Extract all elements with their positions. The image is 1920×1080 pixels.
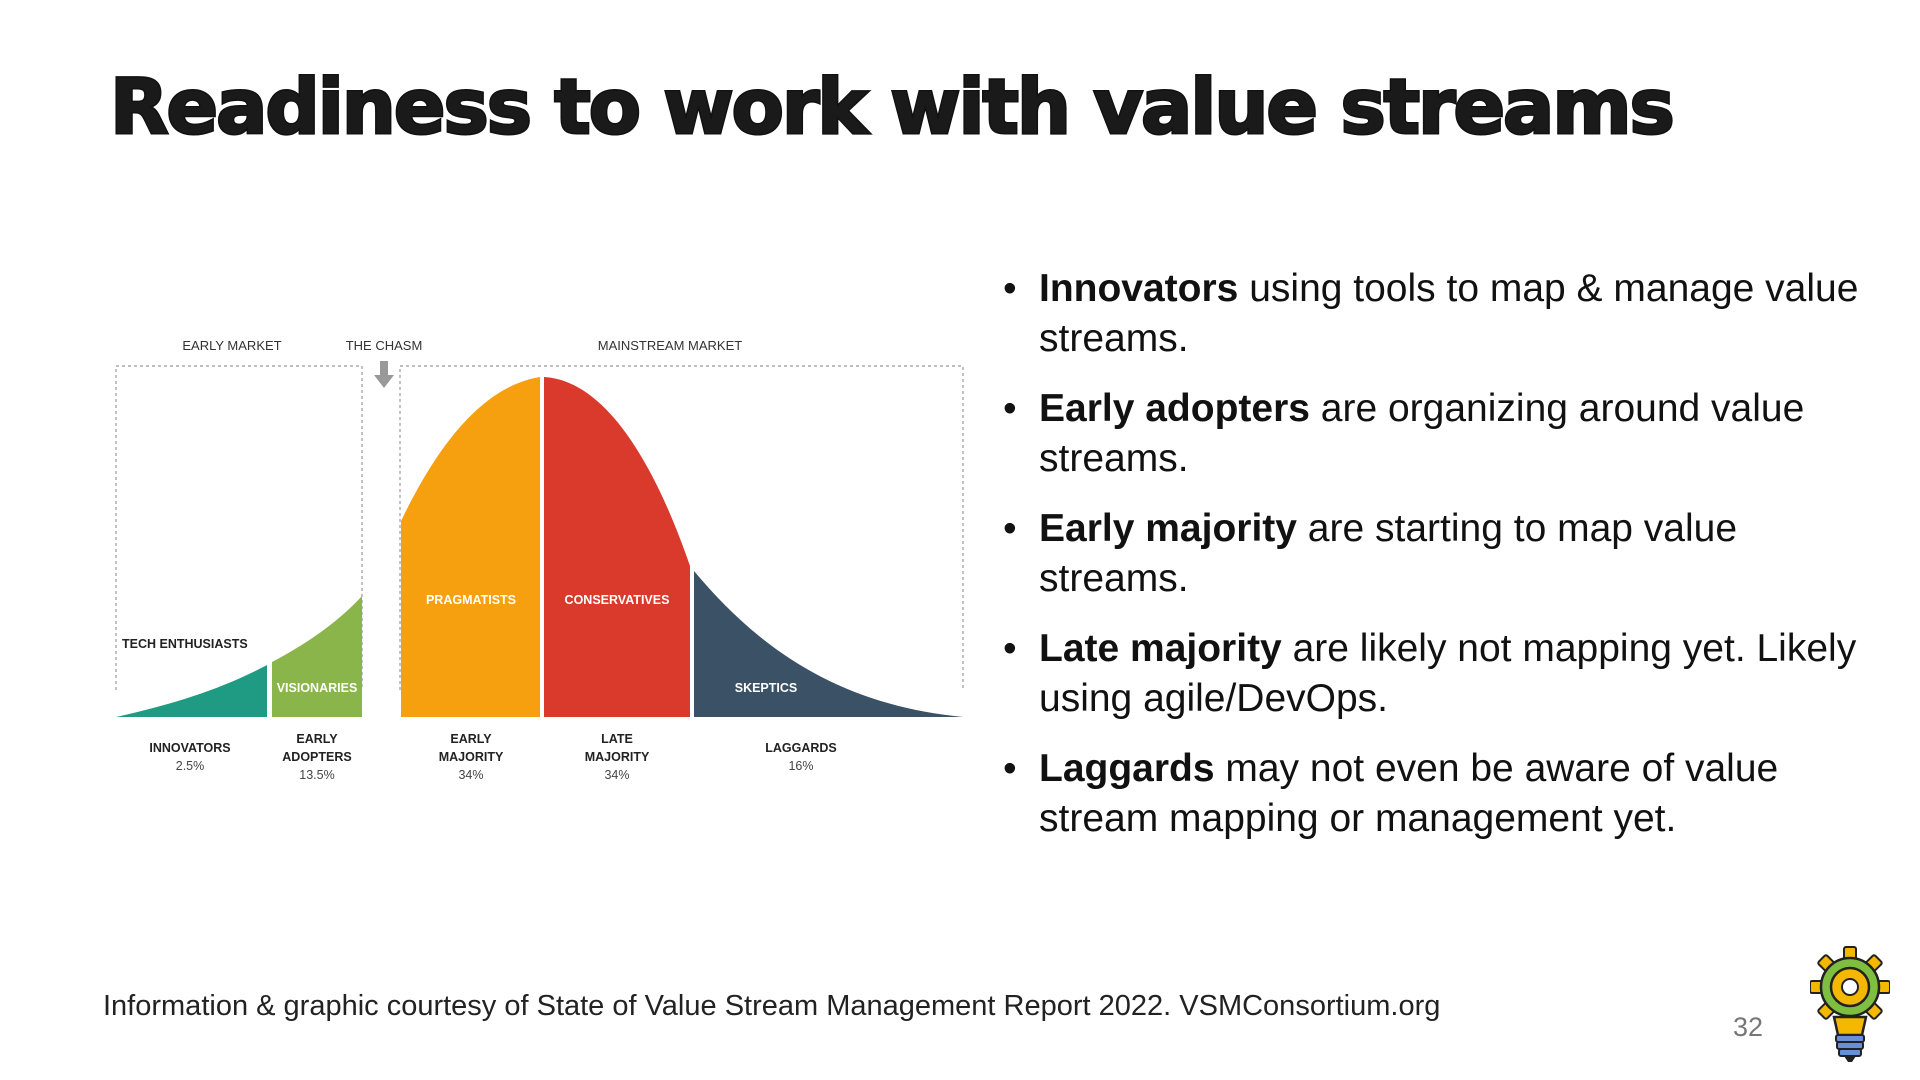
- label-visionaries: VISIONARIES: [277, 681, 358, 695]
- label-conservatives: CONSERVATIVES: [565, 593, 670, 607]
- bullet-item: Early adopters are organizing around val…: [1003, 384, 1873, 484]
- bullet-bold: Early adopters: [1039, 387, 1310, 430]
- bullet-text: may not even be aware of value stream ma…: [1039, 747, 1779, 840]
- segment-early-adopters: [272, 596, 362, 717]
- segment-late-majority: [544, 377, 690, 717]
- segment-early-majority: [401, 377, 540, 717]
- adoption-curve-diagram: EARLY MARKET THE CHASM MAINSTREAM MARKET…: [115, 338, 964, 782]
- bullet-item: Innovators using tools to map & manage v…: [1003, 264, 1873, 364]
- header-early-market: EARLY MARKET: [182, 338, 281, 353]
- group-innovators: INNOVATORS: [149, 741, 230, 755]
- bullet-item: Early majority are starting to map value…: [1003, 504, 1873, 604]
- group-early-adopters-line1: EARLY: [296, 732, 338, 746]
- label-skeptics: SKEPTICS: [735, 681, 798, 695]
- bullet-bold: Laggards: [1039, 747, 1215, 790]
- mainstream-market-frame: [399, 365, 964, 690]
- bullet-bold: Late majority: [1039, 627, 1282, 670]
- group-late-majority-line1: LATE: [601, 732, 633, 746]
- group-early-majority-line2: MAJORITY: [439, 750, 504, 764]
- label-pragmatists: PRAGMATISTS: [426, 593, 516, 607]
- bullet-item: Late majority are likely not mapping yet…: [1003, 624, 1873, 724]
- page-number: 32: [1733, 1012, 1764, 1042]
- group-early-adopters-percent: 13.5%: [299, 768, 334, 782]
- bullet-text: using tools to map & manage value stream…: [1039, 267, 1859, 360]
- arrow-down-icon: [374, 361, 394, 388]
- group-early-majority-line1: EARLY: [450, 732, 492, 746]
- group-laggards: LAGGARDS: [765, 741, 837, 755]
- header-chasm: THE CHASM: [346, 338, 423, 353]
- slide-title: Readiness to work with value streams: [109, 61, 1677, 153]
- group-late-majority-line2: MAJORITY: [585, 750, 650, 764]
- bullet-item: Laggards may not even be aware of value …: [1003, 744, 1873, 844]
- label-tech-enthusiasts: TECH ENTHUSIASTS: [122, 637, 248, 651]
- bullet-bold: Innovators: [1039, 267, 1239, 310]
- group-laggards-percent: 16%: [788, 759, 813, 773]
- bullet-text: are likely not mapping yet. Likely using…: [1039, 627, 1857, 720]
- early-market-frame: [115, 365, 363, 690]
- bullet-text: are starting to map value streams.: [1039, 507, 1738, 600]
- source-footer: Information & graphic courtesy of State …: [103, 990, 1441, 1022]
- group-innovators-percent: 2.5%: [176, 759, 205, 773]
- group-early-majority-percent: 34%: [458, 768, 483, 782]
- lightbulb-gear-icon: [1810, 946, 1890, 1062]
- bullet-text: are organizing around value streams.: [1039, 387, 1805, 480]
- group-early-adopters-line2: ADOPTERS: [282, 750, 351, 764]
- bullet-bold: Early majority: [1039, 507, 1297, 550]
- segment-laggards: [694, 571, 963, 717]
- header-mainstream-market: MAINSTREAM MARKET: [598, 338, 743, 353]
- group-late-majority-percent: 34%: [604, 768, 629, 782]
- bullet-list: Innovators using tools to map & manage v…: [1003, 264, 1873, 864]
- segment-innovators: [116, 665, 267, 717]
